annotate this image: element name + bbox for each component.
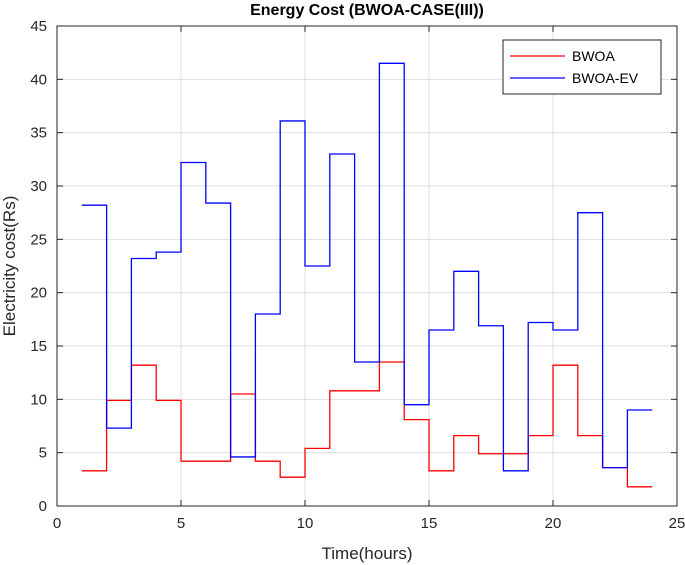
series-layer [81,62,653,488]
series-line-bwoa-ev [81,62,653,472]
x-tick-label-0: 0 [53,515,61,532]
y-tick-label-20: 20 [30,285,47,302]
y-tick-label-5: 5 [39,445,47,462]
legend: BWOA BWOA-EV [502,39,662,95]
y-tick-label-45: 45 [30,18,47,35]
x-tick-label-10: 10 [297,515,314,532]
y-tick-label-40: 40 [30,71,47,88]
chart-title: Energy Cost (BWOA-CASE(III)) [250,2,484,19]
legend-label-bwoa-ev: BWOA-EV [572,70,639,86]
x-axis-label: Time(hours) [322,544,413,563]
plot-frame [56,25,678,507]
series-line-bwoa [81,361,653,488]
legend-box [502,39,662,95]
y-tick-label-0: 0 [39,498,47,515]
y-tick-label-25: 25 [30,231,47,248]
x-tick-label-5: 5 [177,515,185,532]
x-tick-label-20: 20 [545,515,562,532]
y-tick-label-30: 30 [30,178,47,195]
legend-label-bwoa: BWOA [572,48,615,64]
plot-area [57,26,677,506]
x-tick-label-25: 25 [669,515,685,532]
y-tick-label-35: 35 [30,125,47,142]
x-tick-label-15: 15 [421,515,438,532]
axis-ticks: 0 5 10 15 20 25 0 5 10 15 20 25 30 35 40 45 [30,18,685,532]
y-tick-label-10: 10 [30,391,47,408]
y-axis-label: Electricity cost(Rs) [0,196,19,337]
y-tick-label-15: 15 [30,338,47,355]
